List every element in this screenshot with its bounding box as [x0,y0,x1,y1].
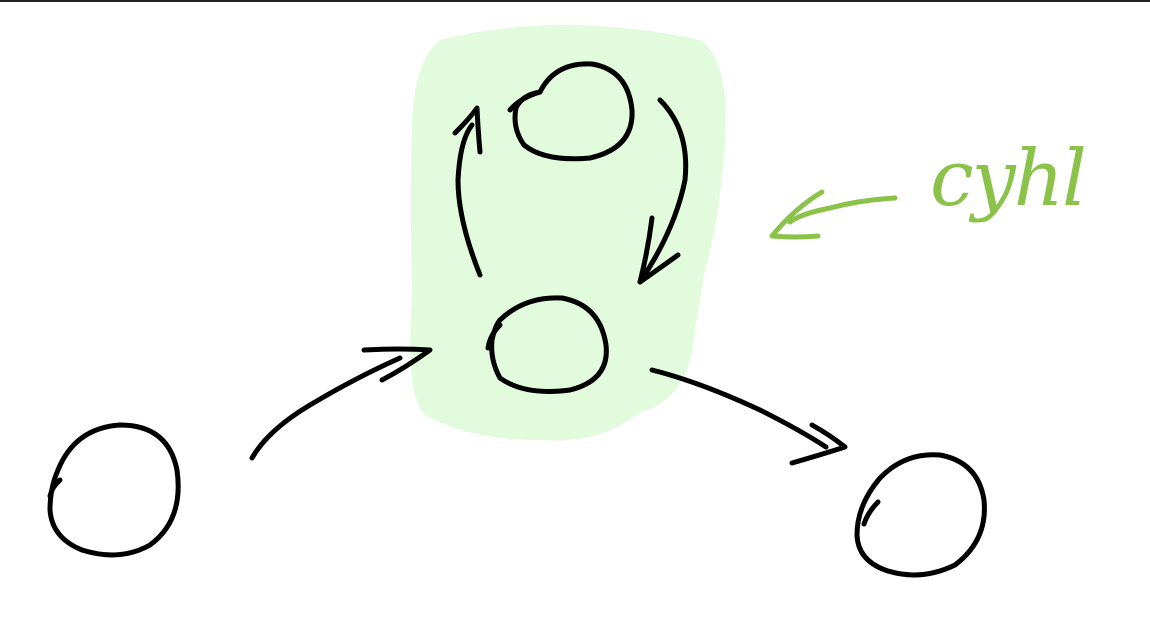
edge-cycle-middle-to-top [455,122,483,278]
edge-middle-to-right [649,367,829,450]
edge-cycle-top-to-middle-head [637,215,681,285]
cycle-annotation-label: cyhl [930,134,1087,224]
node-left [47,422,181,558]
node-cycle-middle-tail [485,322,503,351]
node-cycle-top [512,61,635,162]
arrow-left-icon-head [769,189,825,240]
edge-cycle-top-to-middle [637,97,689,285]
edge-left-to-middle [249,355,403,461]
node-right [854,452,987,578]
edge-middle-to-right-head [789,422,848,466]
node-left-tail [47,477,63,499]
edge-left-to-middle-head [361,346,433,383]
top-border [0,0,1150,2]
edge-cycle-middle-to-top-head [452,105,483,155]
node-right-tail [861,499,881,527]
node-cycle-top-tail [507,89,543,113]
arrow-left-icon [787,195,898,225]
